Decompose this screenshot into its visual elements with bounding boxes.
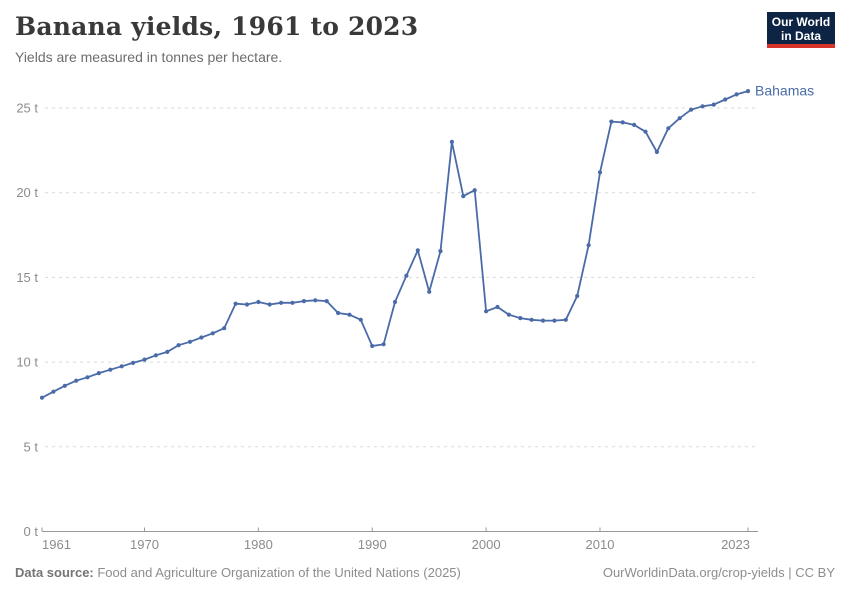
data-point-2022[interactable]: [734, 92, 739, 97]
data-point-1981[interactable]: [267, 302, 272, 307]
data-point-1970[interactable]: [142, 357, 147, 362]
bahamas-series-line[interactable]: [41, 90, 749, 399]
data-point-1985[interactable]: [313, 298, 318, 303]
data-point-2003[interactable]: [518, 316, 523, 321]
data-point-1999[interactable]: [472, 188, 477, 193]
data-point-2014[interactable]: [643, 129, 648, 134]
y-axis-label-15t: 15 t: [16, 270, 38, 285]
chart-subtitle: Yields are measured in tonnes per hectar…: [15, 49, 283, 65]
data-point-1995[interactable]: [427, 289, 432, 294]
data-point-1989[interactable]: [358, 317, 363, 322]
data-point-2017[interactable]: [677, 116, 682, 121]
data-point-2008[interactable]: [575, 293, 580, 299]
data-point-1966[interactable]: [96, 371, 101, 376]
data-point-1976[interactable]: [210, 331, 215, 336]
data-point-1974[interactable]: [187, 339, 193, 344]
data-point-1982[interactable]: [279, 300, 284, 305]
x-axis-label-1970: 1970: [130, 537, 159, 552]
data-source-label: Data source:: [15, 565, 94, 580]
chart-footer: Data source: Food and Agriculture Organi…: [15, 565, 835, 580]
data-point-2019[interactable]: [700, 104, 705, 109]
data-point-1990[interactable]: [370, 343, 375, 349]
data-point-2007[interactable]: [563, 317, 568, 322]
owid-citation-link[interactable]: OurWorldinData.org/crop-yields | CC BY: [602, 565, 835, 580]
data-point-2023[interactable]: [745, 89, 751, 94]
data-point-1967[interactable]: [108, 367, 113, 372]
logo-line-2: in Data: [780, 29, 821, 43]
data-point-2005[interactable]: [540, 318, 546, 323]
y-axis-label-5t: 5 t: [24, 439, 39, 454]
data-point-2018[interactable]: [689, 107, 694, 112]
data-point-1973[interactable]: [176, 343, 181, 348]
data-point-1977[interactable]: [222, 326, 227, 331]
data-point-1998[interactable]: [461, 194, 466, 199]
data-point-1983[interactable]: [290, 300, 295, 305]
x-axis-label-1980: 1980: [244, 537, 273, 552]
x-axis-label-2023: 2023: [721, 537, 750, 552]
data-point-2021[interactable]: [723, 97, 728, 102]
data-point-1972[interactable]: [165, 349, 170, 354]
data-point-1994[interactable]: [415, 248, 420, 253]
data-point-2020[interactable]: [711, 102, 716, 107]
data-point-1965[interactable]: [85, 375, 90, 380]
chart-title: Banana yields, 1961 to 2023: [15, 12, 419, 41]
data-point-1996[interactable]: [438, 249, 443, 254]
data-point-1980[interactable]: [256, 299, 261, 305]
data-point-2013[interactable]: [632, 122, 637, 127]
data-point-1987[interactable]: [336, 310, 341, 316]
data-point-1986[interactable]: [324, 299, 329, 304]
data-point-1992[interactable]: [392, 299, 398, 305]
chart-header: Banana yields, 1961 to 2023 Yields are m…: [15, 12, 835, 65]
logo-line-1: Our World: [771, 15, 831, 29]
y-axis-label-20t: 20 t: [16, 185, 38, 200]
data-point-2002[interactable]: [506, 312, 511, 317]
data-point-2000[interactable]: [484, 309, 489, 314]
data-point-1968[interactable]: [119, 364, 124, 369]
data-point-1997[interactable]: [449, 139, 454, 144]
data-source-text: Food and Agriculture Organization of the…: [93, 565, 461, 580]
x-axis-label-1990: 1990: [358, 537, 387, 552]
data-point-2015[interactable]: [654, 149, 660, 155]
data-point-2009[interactable]: [586, 243, 591, 248]
series-end-label[interactable]: Bahamas: [755, 83, 814, 99]
x-axis-label-2010: 2010: [586, 537, 615, 552]
y-axis-label-25t: 25 t: [16, 101, 38, 116]
x-axis-label-1961: 1961: [42, 537, 71, 552]
data-point-1971[interactable]: [153, 353, 158, 358]
data-point-2006[interactable]: [552, 318, 557, 323]
chart-titles: Banana yields, 1961 to 2023 Yields are m…: [15, 12, 418, 65]
data-point-1988[interactable]: [347, 312, 352, 317]
data-point-2011[interactable]: [609, 119, 614, 124]
data-source-note: Data source: Food and Agriculture Organi…: [15, 565, 461, 580]
data-point-2004[interactable]: [529, 317, 534, 322]
data-point-1975[interactable]: [199, 335, 204, 340]
y-axis-label-10t: 10 t: [16, 355, 38, 370]
data-point-2001[interactable]: [495, 304, 500, 310]
data-point-1969[interactable]: [131, 360, 136, 365]
data-point-1991[interactable]: [381, 342, 386, 347]
data-point-1979[interactable]: [244, 302, 250, 307]
data-point-2012[interactable]: [620, 120, 625, 125]
owid-logo[interactable]: Our World in Data: [767, 12, 835, 48]
data-point-1963[interactable]: [62, 383, 67, 388]
data-point-1962[interactable]: [51, 389, 56, 394]
y-axis-label-0t: 0 t: [24, 524, 39, 539]
data-point-1984[interactable]: [301, 299, 306, 304]
data-point-2016[interactable]: [666, 126, 671, 131]
data-point-1964[interactable]: [74, 378, 79, 383]
data-point-2010[interactable]: [597, 170, 603, 175]
data-point-1961[interactable]: [39, 395, 45, 400]
data-point-1993[interactable]: [404, 273, 409, 278]
data-point-1978[interactable]: [233, 301, 238, 306]
x-axis-label-2000: 2000: [472, 537, 501, 552]
